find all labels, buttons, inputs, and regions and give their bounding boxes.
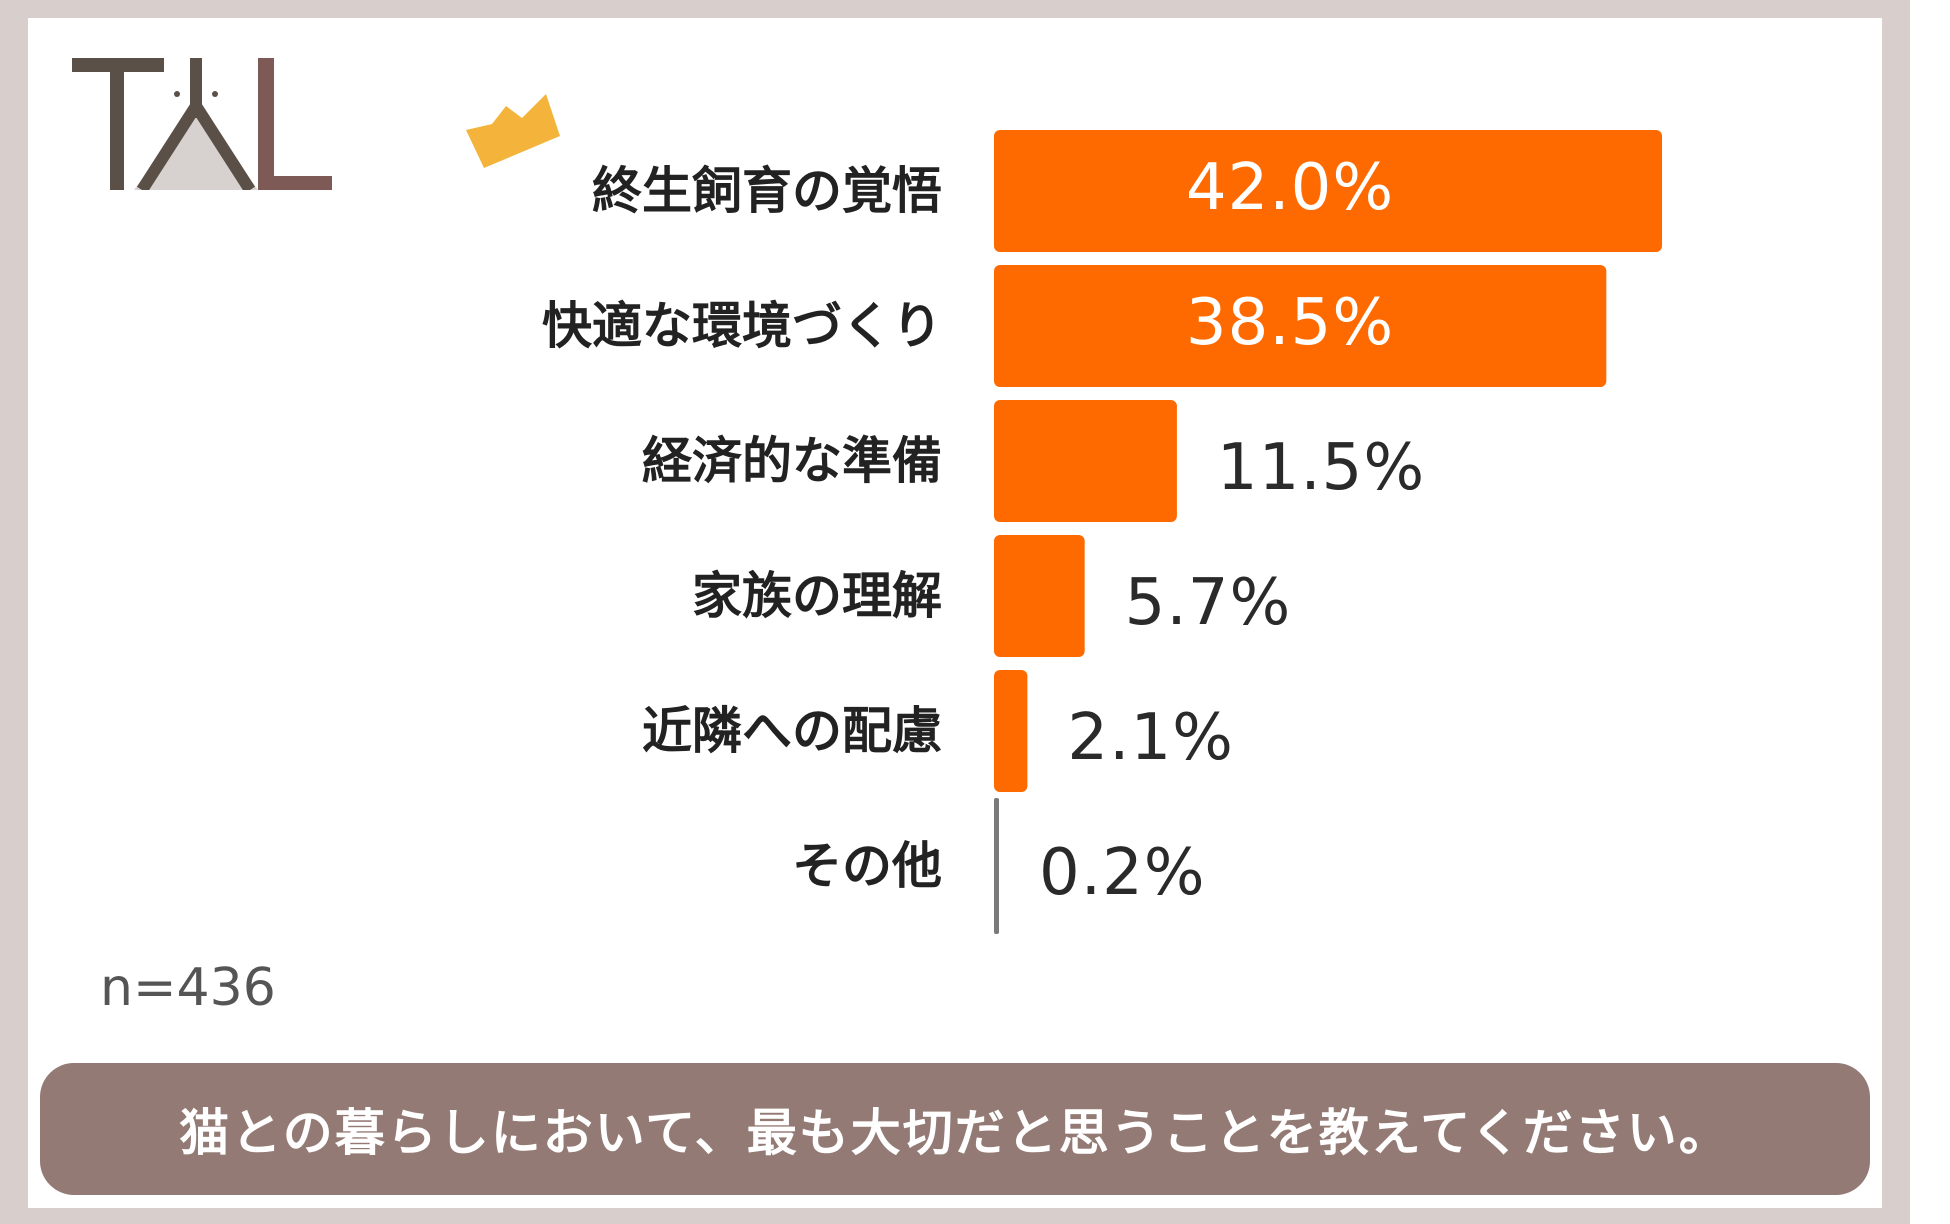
logo-a-right (190, 102, 256, 190)
category-label-2: 経済的な準備 (642, 432, 942, 490)
bar-0 (994, 130, 1662, 252)
logo-tent-shape (134, 106, 258, 190)
bar-2 (994, 400, 1177, 522)
logo-a-post (190, 58, 202, 118)
category-label-5: その他 (792, 837, 942, 895)
bar-5 (994, 798, 999, 934)
crown-icon (466, 94, 560, 168)
question-banner: 猫との暮らしにおいて、最も大切だと思うことを教えてください。 (40, 1063, 1870, 1195)
bar-4 (994, 670, 1028, 792)
bar-3 (994, 535, 1085, 657)
logo-eye-left (174, 91, 180, 97)
logo-l-foot (258, 176, 332, 190)
category-label-3: 家族の理解 (692, 567, 942, 625)
tal-logo-icon (72, 58, 332, 190)
logo-eye-right (212, 91, 218, 97)
value-label-2: 11.5% (1216, 431, 1426, 505)
question-text: 猫との暮らしにおいて、最も大切だと思うことを教えてください。 (179, 1104, 1731, 1162)
logo-a-left (136, 102, 202, 190)
category-label-1: 快適な環境づくり (542, 297, 942, 355)
value-label-1: 38.5% (1185, 286, 1395, 360)
value-label-5: 0.2% (1039, 836, 1206, 910)
value-label-0: 42.0% (1185, 151, 1395, 225)
logo-l-stem (258, 58, 274, 190)
bar-1 (994, 265, 1607, 387)
category-label-0: 終生飼育の覚悟 (592, 162, 942, 220)
logo-t-stem (110, 58, 124, 190)
sample-size-label: n=436 (100, 958, 276, 1018)
value-label-3: 5.7% (1124, 566, 1292, 640)
category-label-4: 近隣への配慮 (642, 702, 942, 760)
value-label-4: 2.1% (1067, 701, 1234, 775)
